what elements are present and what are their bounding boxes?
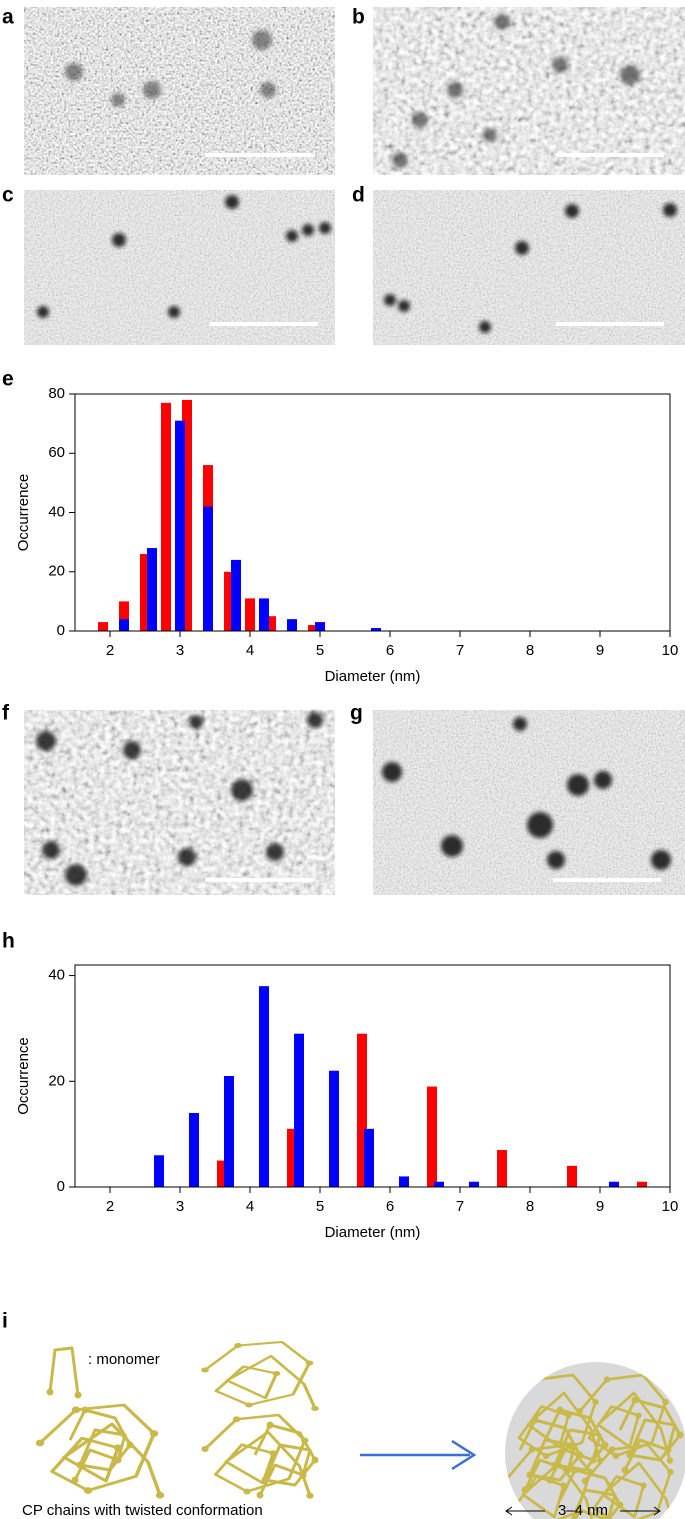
x-tick-label: 2 — [106, 642, 114, 659]
bar — [224, 1076, 234, 1187]
panel-label: h — [2, 930, 15, 953]
bar — [224, 571, 234, 631]
panel-label: g — [350, 702, 363, 725]
panel-label: b — [352, 6, 365, 29]
bar — [98, 622, 108, 631]
diagram-caption: CP chains with twisted conformation — [22, 1502, 263, 1519]
micrograph-a — [24, 7, 335, 175]
panel-label: a — [2, 6, 14, 29]
bar — [189, 1113, 199, 1187]
micrograph-f — [24, 710, 335, 895]
bar — [469, 1181, 479, 1187]
bar — [119, 619, 129, 631]
panel-label: f — [2, 702, 10, 725]
y-axis-label: Occurrence — [15, 474, 32, 552]
y-tick-label: 0 — [57, 622, 65, 639]
bar — [231, 559, 241, 631]
panel-label: c — [2, 184, 14, 207]
micrograph-c — [24, 190, 335, 345]
x-axis-label: Diameter (nm) — [325, 1224, 421, 1241]
x-tick-label: 3 — [176, 1198, 184, 1215]
y-tick-label: 40 — [48, 967, 65, 984]
bar — [259, 986, 269, 1187]
y-tick-label: 40 — [48, 503, 65, 520]
x-tick-label: 3 — [176, 642, 184, 659]
bar — [371, 628, 381, 631]
x-tick-label: 10 — [662, 642, 679, 659]
bar — [287, 619, 297, 631]
bar — [364, 1128, 374, 1187]
bar — [245, 598, 255, 631]
monomer-label: : monomer — [88, 1351, 160, 1368]
x-tick-label: 7 — [456, 642, 464, 659]
schematic — [33, 1340, 685, 1519]
x-axis-label: Diameter (nm) — [325, 668, 421, 685]
bar — [175, 420, 185, 631]
bar — [294, 1033, 304, 1187]
bar — [427, 1086, 437, 1187]
bar — [203, 506, 213, 631]
x-tick-label: 9 — [596, 1198, 604, 1215]
x-tick-label: 4 — [246, 642, 254, 659]
bar — [308, 625, 318, 631]
x-tick-label: 8 — [526, 1198, 534, 1215]
x-tick-label: 5 — [316, 1198, 324, 1215]
bar — [497, 1150, 507, 1187]
bar — [154, 1155, 164, 1187]
bar — [119, 601, 129, 631]
micrograph-g — [373, 710, 685, 895]
bar — [329, 1070, 339, 1187]
y-tick-label: 60 — [48, 444, 65, 461]
y-tick-label: 80 — [48, 385, 65, 402]
x-tick-label: 4 — [246, 1198, 254, 1215]
micrograph-d — [373, 190, 685, 345]
x-tick-label: 9 — [596, 642, 604, 659]
x-tick-label: 5 — [316, 642, 324, 659]
bar — [434, 1181, 444, 1187]
y-tick-label: 20 — [48, 563, 65, 580]
bar — [287, 1128, 297, 1187]
bar — [147, 548, 157, 631]
bar — [315, 622, 325, 631]
bar — [266, 616, 276, 631]
x-tick-label: 6 — [386, 642, 394, 659]
x-tick-label: 2 — [106, 1198, 114, 1215]
micrograph-b — [373, 7, 685, 175]
bar — [217, 1160, 227, 1187]
bar — [161, 402, 171, 631]
bar — [567, 1165, 577, 1187]
bar — [140, 553, 150, 631]
bar — [609, 1181, 619, 1187]
panel-label: i — [2, 1310, 8, 1333]
x-tick-label: 7 — [456, 1198, 464, 1215]
y-tick-label: 20 — [48, 1072, 65, 1089]
bar — [182, 399, 192, 631]
size-label: 3–4 nm — [558, 1502, 608, 1519]
x-tick-label: 10 — [662, 1198, 679, 1215]
plot-frame — [74, 964, 671, 1188]
bar — [357, 1033, 367, 1187]
x-tick-label: 8 — [526, 642, 534, 659]
x-tick-label: 6 — [386, 1198, 394, 1215]
y-tick-label: 0 — [57, 1178, 65, 1195]
bar — [399, 1176, 409, 1187]
y-axis-label: Occurrence — [15, 1037, 32, 1115]
bar — [637, 1181, 647, 1187]
panel-label: d — [352, 184, 365, 207]
panel-label: e — [2, 368, 14, 391]
bar — [259, 598, 269, 631]
